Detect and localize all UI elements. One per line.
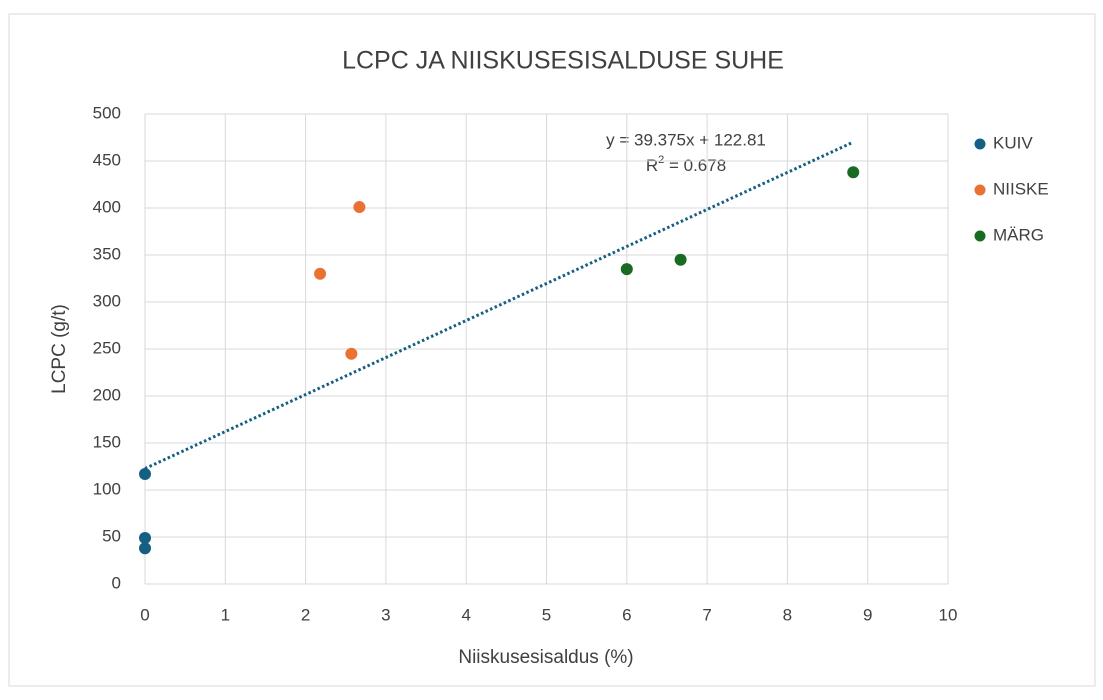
- legend-label: MÄRG: [993, 225, 1044, 244]
- y-axis-label: LCPC (g/t): [49, 304, 70, 394]
- y-tick-label: 200: [93, 385, 121, 404]
- legend-marker: [974, 230, 986, 242]
- point: [620, 263, 633, 276]
- legend-label: NIISKE: [993, 179, 1049, 198]
- x-tick-label: 7: [702, 605, 711, 624]
- y-tick-label: 450: [93, 150, 121, 169]
- x-tick-label: 1: [221, 605, 230, 624]
- legend-marker: [974, 184, 986, 196]
- point: [674, 253, 687, 266]
- point: [314, 267, 327, 280]
- legend-label: KUIV: [993, 133, 1033, 152]
- x-tick-label: 6: [622, 605, 631, 624]
- trend-r2: R2 = 0.678: [646, 154, 726, 176]
- x-tick-label: 5: [542, 605, 551, 624]
- x-tick-label: 0: [140, 605, 149, 624]
- point: [353, 201, 366, 214]
- y-tick-label: 0: [112, 573, 121, 592]
- y-tick-label: 50: [102, 526, 121, 545]
- trend-equation: y = 39.375x + 122.81: [606, 130, 766, 149]
- point: [139, 468, 151, 481]
- r2-sup: 2: [658, 154, 664, 166]
- point: [139, 542, 151, 555]
- x-tick-label: 3: [381, 605, 390, 624]
- x-tick-label: 9: [863, 605, 872, 624]
- x-tick-label: 2: [301, 605, 310, 624]
- r2-value: = 0.678: [664, 156, 726, 175]
- x-tick-label: 10: [939, 605, 958, 624]
- r2-label: R: [646, 156, 658, 175]
- y-tick-label: 300: [93, 291, 121, 310]
- point: [847, 166, 860, 179]
- y-tick-label: 100: [93, 479, 121, 498]
- point: [139, 531, 151, 544]
- x-tick-label: 8: [783, 605, 792, 624]
- chart-title: LCPC JA NIISKUSESISALDUSE SUHE: [342, 47, 784, 75]
- chart-border: [8, 13, 1096, 687]
- y-tick-label: 350: [93, 244, 121, 263]
- legend-marker: [974, 138, 986, 150]
- y-tick-label: 500: [93, 103, 121, 122]
- y-tick-label: 150: [93, 432, 121, 451]
- x-tick-label: 4: [461, 605, 470, 624]
- x-axis-label: Niiskusesisaldus (%): [458, 647, 633, 668]
- point: [345, 347, 358, 360]
- y-tick-label: 250: [93, 338, 121, 357]
- y-tick-label: 400: [93, 197, 121, 216]
